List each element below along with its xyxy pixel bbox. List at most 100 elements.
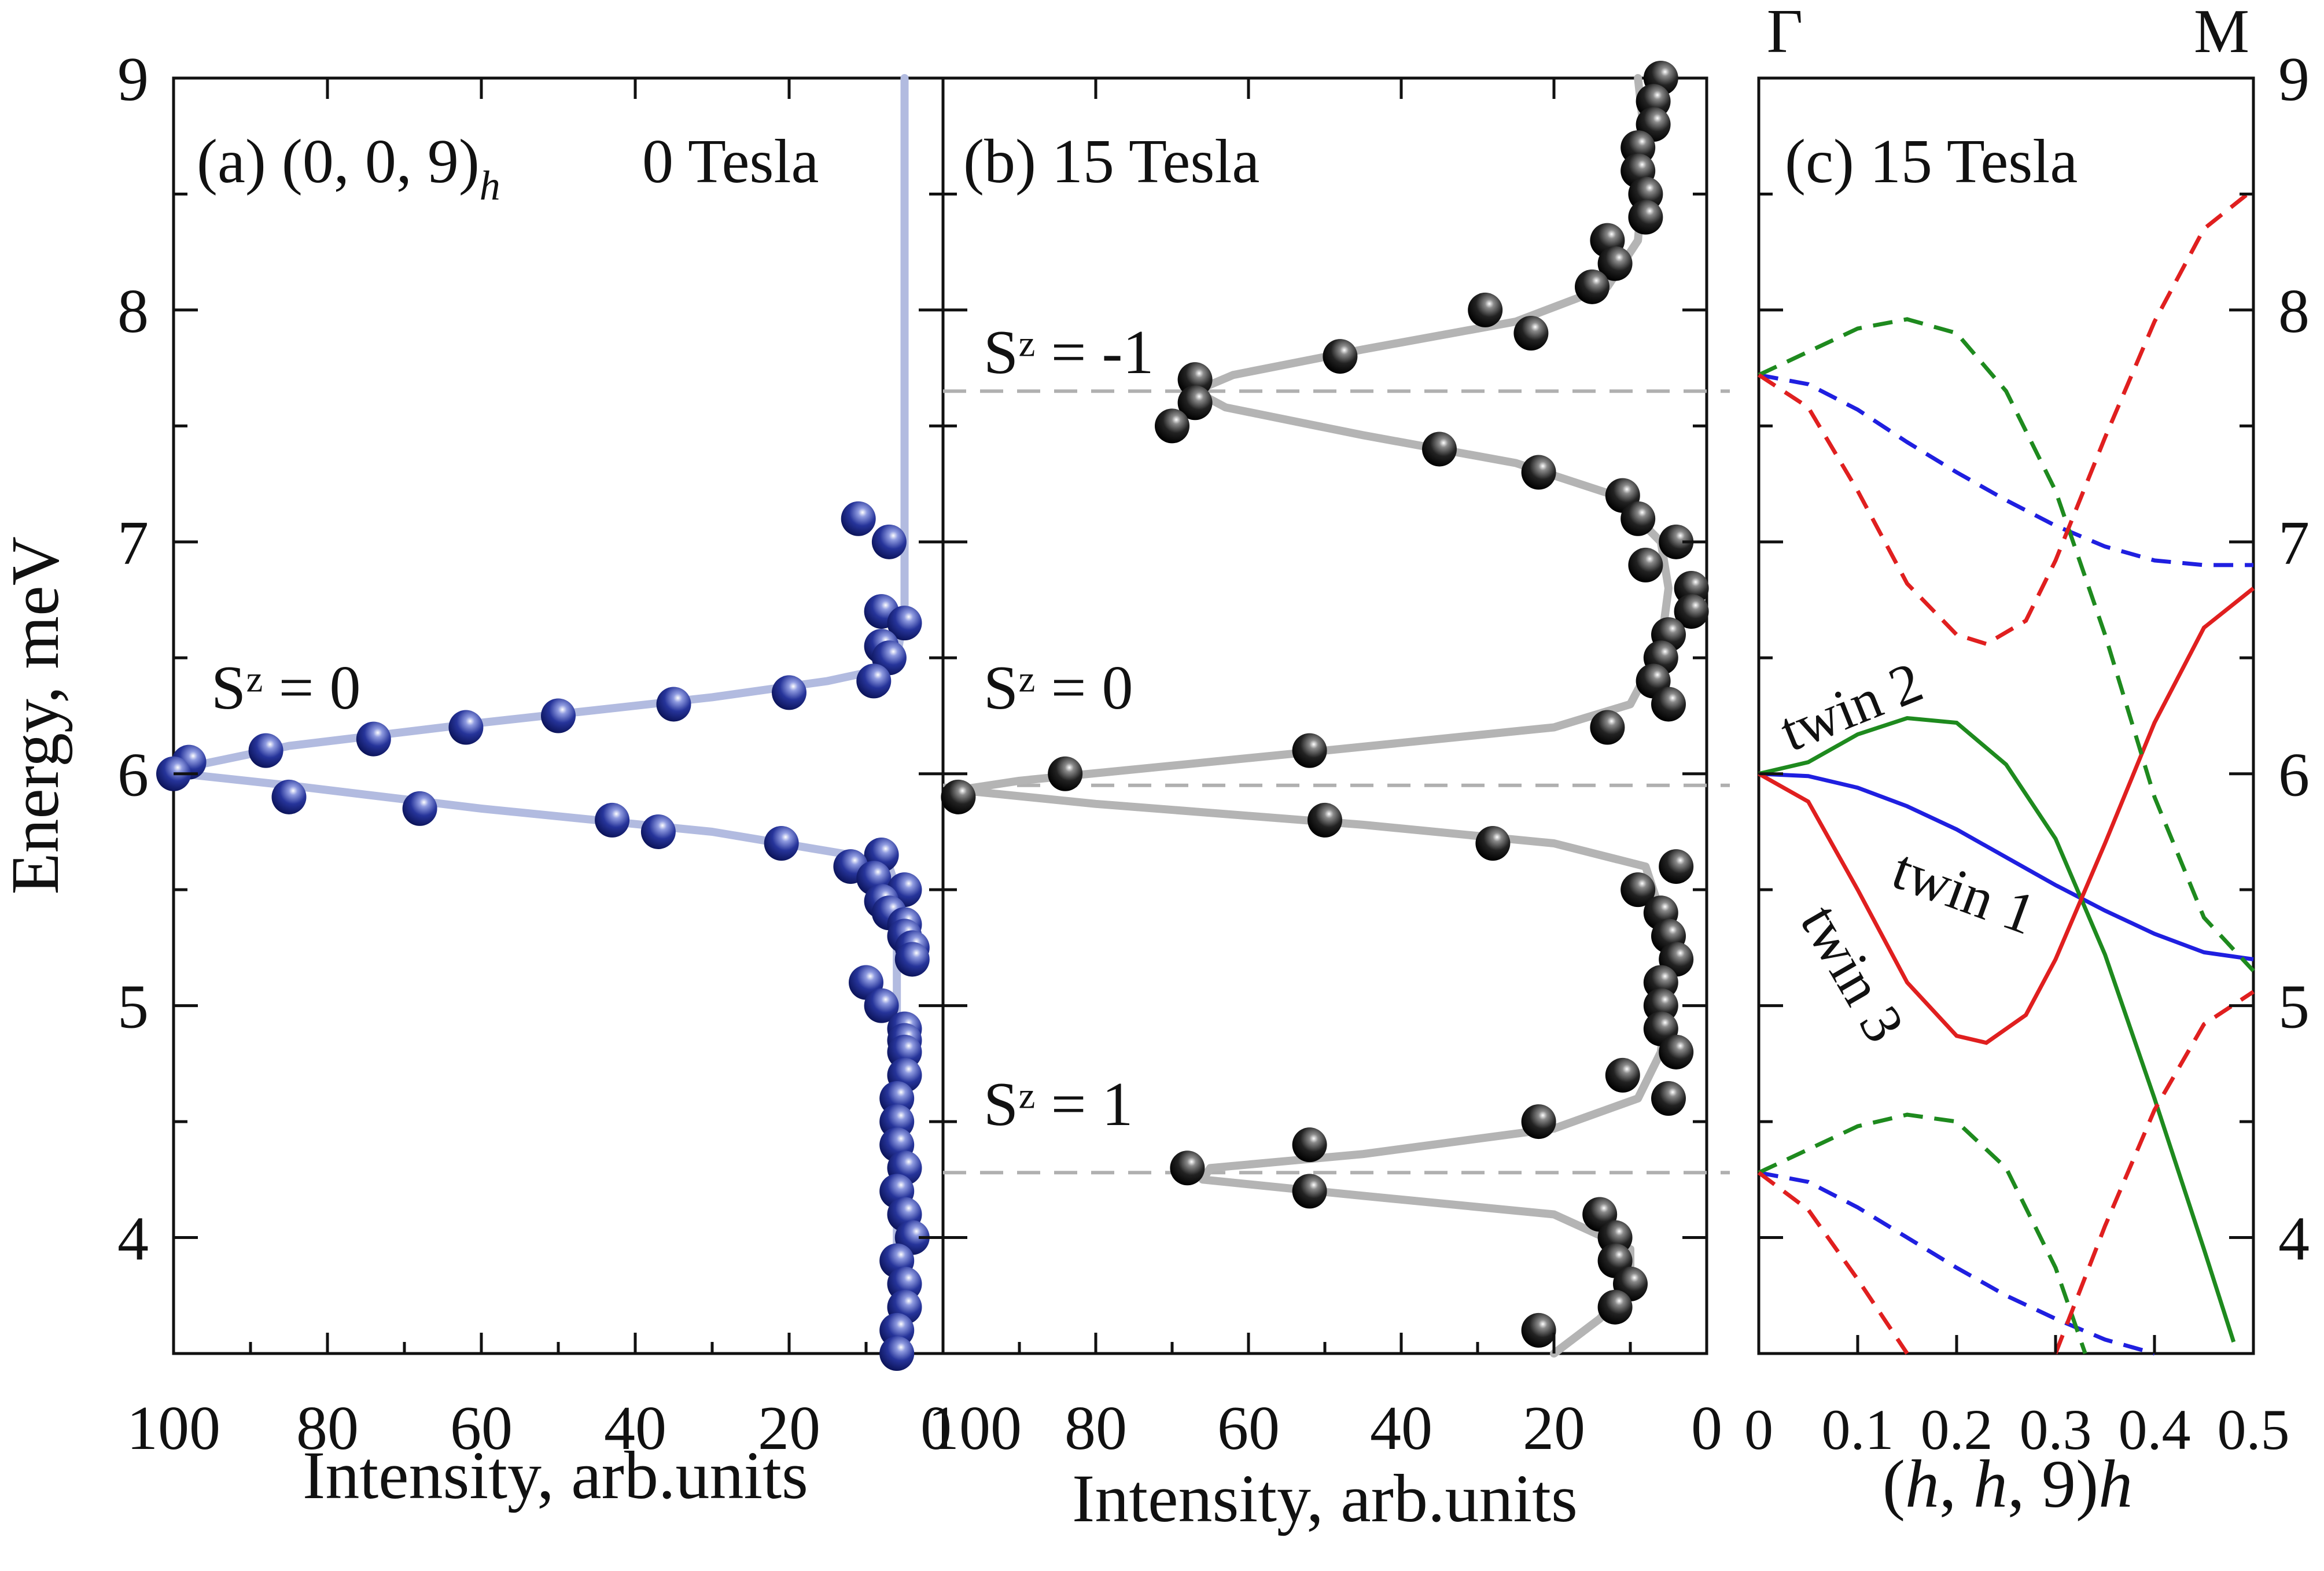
xtick-label-b-0: 0 xyxy=(1691,1394,1722,1463)
point-a-6 xyxy=(856,663,892,699)
x-label-c-h1: h xyxy=(1905,1446,1939,1522)
point-a-0 xyxy=(841,501,876,536)
xtick-label-a-100: 100 xyxy=(127,1394,220,1463)
point-b-14 xyxy=(1177,385,1213,421)
branch-3 xyxy=(1758,373,2253,567)
panel-a-title-main: (a) (0, 0, 9) xyxy=(197,127,480,196)
xtick-label-a-20: 20 xyxy=(758,1394,820,1463)
x-axis-label-b: Intensity, arb.units xyxy=(1072,1461,1578,1536)
point-a-31 xyxy=(864,988,899,1023)
xtick-label-c-0: 0 xyxy=(1744,1397,1773,1462)
ytick-label-right-5: 5 xyxy=(2278,973,2310,1042)
xtick-label-c-0.2: 0.2 xyxy=(1921,1397,1993,1462)
fit-curves xyxy=(177,74,1673,1358)
branch-6 xyxy=(1758,1170,2155,1356)
ytick-label-right-4: 4 xyxy=(2278,1205,2310,1274)
point-b-11 xyxy=(1468,292,1503,327)
branch-1 xyxy=(1758,716,2236,1343)
panel-c-frame xyxy=(1757,76,2255,1355)
ytick-label-right-9: 9 xyxy=(2278,45,2310,114)
ytick-label-left-5: 5 xyxy=(117,973,149,1042)
point-a-7 xyxy=(772,675,806,710)
branch-2 xyxy=(1758,587,2255,1045)
xtick-label-c-0.1: 0.1 xyxy=(1822,1397,1894,1462)
x-axis-label-c: (h, h, 9)h xyxy=(1883,1446,2133,1522)
point-b-45 xyxy=(1521,1104,1556,1139)
panel-b-sz-1: Sᶻ = 1 xyxy=(984,1070,1133,1139)
point-b-29 xyxy=(1292,733,1327,768)
point-b-48 xyxy=(1292,1174,1327,1209)
point-a-11 xyxy=(356,721,391,757)
panel-b-sz-0: Sᶻ = 0 xyxy=(984,654,1133,722)
point-b-46 xyxy=(1292,1127,1327,1163)
fit-curve-b xyxy=(954,74,1673,1358)
data-points xyxy=(156,61,1709,1371)
branch-8 xyxy=(1757,1171,1909,1355)
point-a-16 xyxy=(402,791,437,826)
y-axis-label: Energy, meV xyxy=(0,536,73,894)
point-a-3 xyxy=(887,606,922,641)
x-label-c-close: , 9) xyxy=(2008,1446,2098,1522)
ytick-label-right-6: 6 xyxy=(2278,741,2310,810)
x-label-c-h2: h xyxy=(1973,1446,2008,1522)
point-a-10 xyxy=(448,710,484,745)
dispersion-branches xyxy=(1757,187,2255,1356)
m-point-label: M xyxy=(2194,0,2249,66)
panel-c-title: (c) 15 Tesla xyxy=(1785,127,2078,196)
point-b-54 xyxy=(1521,1312,1556,1348)
point-b-19 xyxy=(1620,501,1656,536)
point-b-16 xyxy=(1422,432,1457,467)
point-b-32 xyxy=(1308,802,1342,838)
panel-b-title: (b) 15 Tesla xyxy=(963,127,1259,196)
point-b-15 xyxy=(1155,408,1189,444)
panel-a-title-sub: h xyxy=(480,163,500,209)
point-b-27 xyxy=(1651,687,1686,722)
point-b-12 xyxy=(1323,339,1358,374)
point-b-8 xyxy=(1597,246,1633,281)
axis-ticks xyxy=(172,76,2255,1355)
point-a-12 xyxy=(248,733,283,768)
panel-a-sz-label: Sᶻ = 0 xyxy=(211,654,361,722)
xtick-label-b-20: 20 xyxy=(1523,1394,1585,1463)
point-b-9 xyxy=(1575,269,1610,304)
x-label-c-sep: , xyxy=(1939,1446,1973,1522)
point-a-8 xyxy=(656,687,691,722)
point-a-15 xyxy=(271,779,307,814)
branch-5 xyxy=(1758,187,2255,647)
point-b-17 xyxy=(1521,455,1556,490)
point-b-34 xyxy=(1659,849,1694,884)
panel-a-field: 0 Tesla xyxy=(642,127,819,196)
point-a-47 xyxy=(879,1336,915,1371)
panel-a-title: (a) (0, 0, 9)h xyxy=(197,127,500,209)
xtick-label-c-0.5: 0.5 xyxy=(2218,1397,2290,1462)
branch-4 xyxy=(1758,317,2255,972)
point-a-18 xyxy=(640,814,676,849)
point-a-17 xyxy=(595,802,630,838)
ytick-label-right-8: 8 xyxy=(2278,277,2310,346)
xtick-label-b-60: 60 xyxy=(1217,1394,1280,1463)
point-a-1 xyxy=(871,524,907,559)
twin-1-label: twin 1 xyxy=(1884,836,2044,947)
gamma-point-label: Γ xyxy=(1767,0,1803,66)
point-b-10 xyxy=(1513,316,1549,351)
branch-9 xyxy=(2053,990,2255,1355)
point-a-19 xyxy=(764,826,799,861)
ytick-label-left-8: 8 xyxy=(117,277,149,346)
xtick-label-c-0.3: 0.3 xyxy=(2020,1397,2092,1462)
point-b-33 xyxy=(1475,826,1511,861)
point-b-42 xyxy=(1659,1034,1694,1070)
xtick-label-b-80: 80 xyxy=(1065,1394,1127,1463)
point-b-47 xyxy=(1170,1150,1205,1186)
point-a-9 xyxy=(541,698,576,733)
xtick-label-c-0.4: 0.4 xyxy=(2119,1397,2191,1462)
ytick-label-left-7: 7 xyxy=(117,509,149,578)
xtick-label-b-40: 40 xyxy=(1370,1394,1432,1463)
point-b-30 xyxy=(1048,756,1083,791)
ytick-label-left-6: 6 xyxy=(117,741,149,810)
twin-2-label: twin 2 xyxy=(1771,650,1931,764)
ytick-label-left-9: 9 xyxy=(117,45,149,114)
point-b-43 xyxy=(1605,1057,1640,1093)
point-b-6 xyxy=(1628,200,1663,235)
